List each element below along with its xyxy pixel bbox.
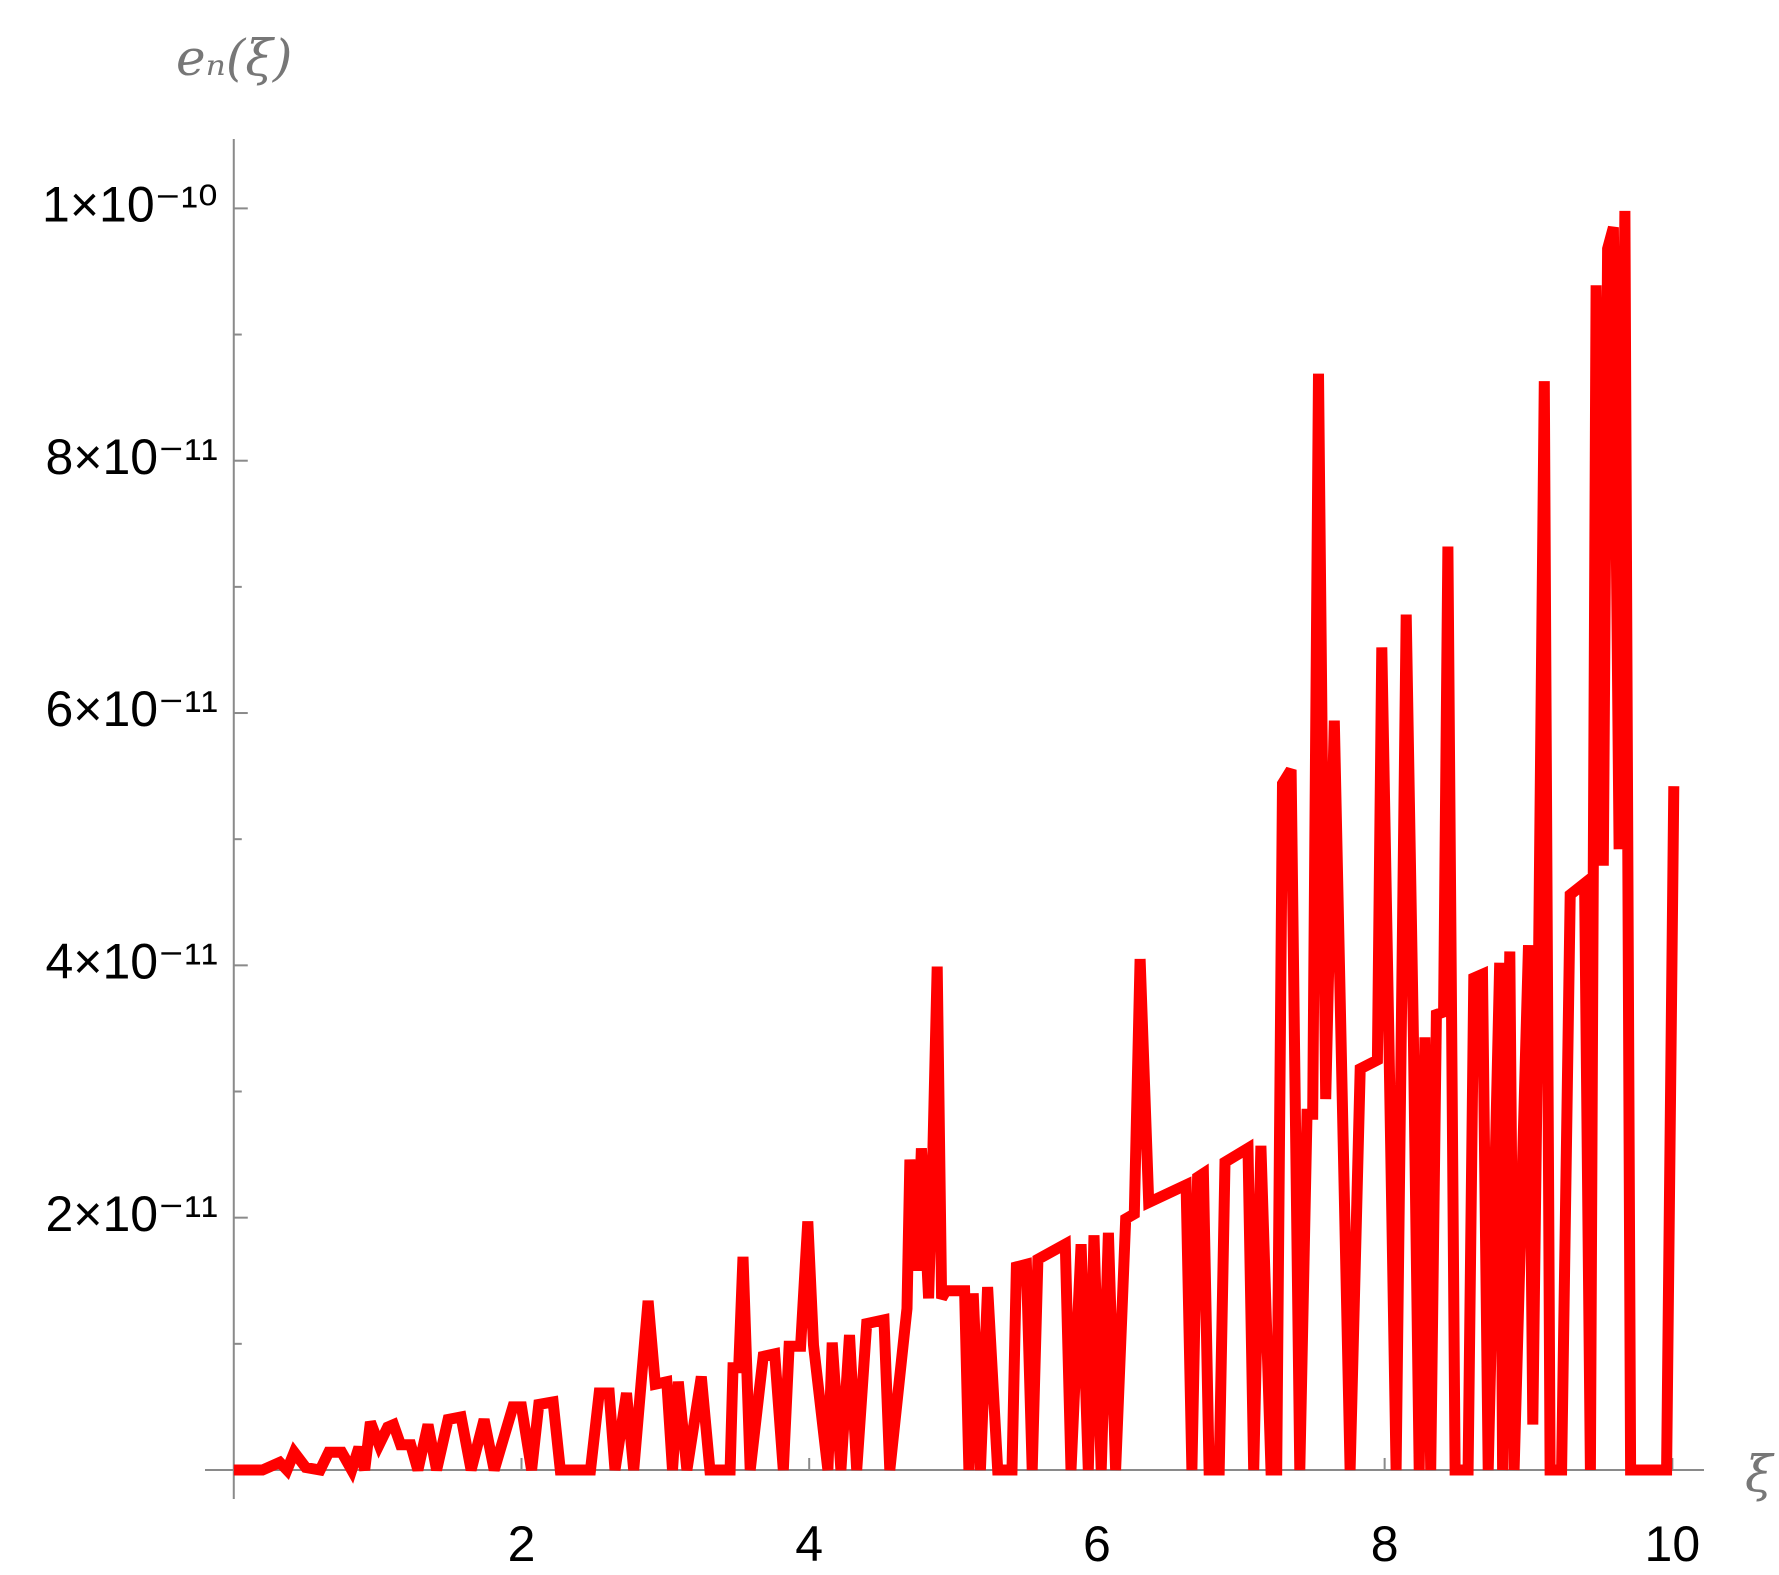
y-tick-label: 2×10⁻¹¹ [45,1186,217,1242]
x-tick-label: 4 [795,1516,823,1572]
x-tick-label: 8 [1371,1516,1399,1572]
y-tick-label: 6×10⁻¹¹ [45,681,217,737]
x-tick-label: 2 [508,1516,536,1572]
x-tick-label: 6 [1083,1516,1111,1572]
data-line [233,210,1680,1484]
x-tick-label: 10 [1645,1516,1701,1572]
y-tick-label: 1×10⁻¹⁰ [42,177,218,233]
y-tick-label: 4×10⁻¹¹ [45,934,217,990]
y-axis-label: eₙ(ξ) [176,29,292,87]
y-tick-label: 8×10⁻¹¹ [45,429,217,485]
x-axis-label: ξ [1745,1445,1775,1503]
